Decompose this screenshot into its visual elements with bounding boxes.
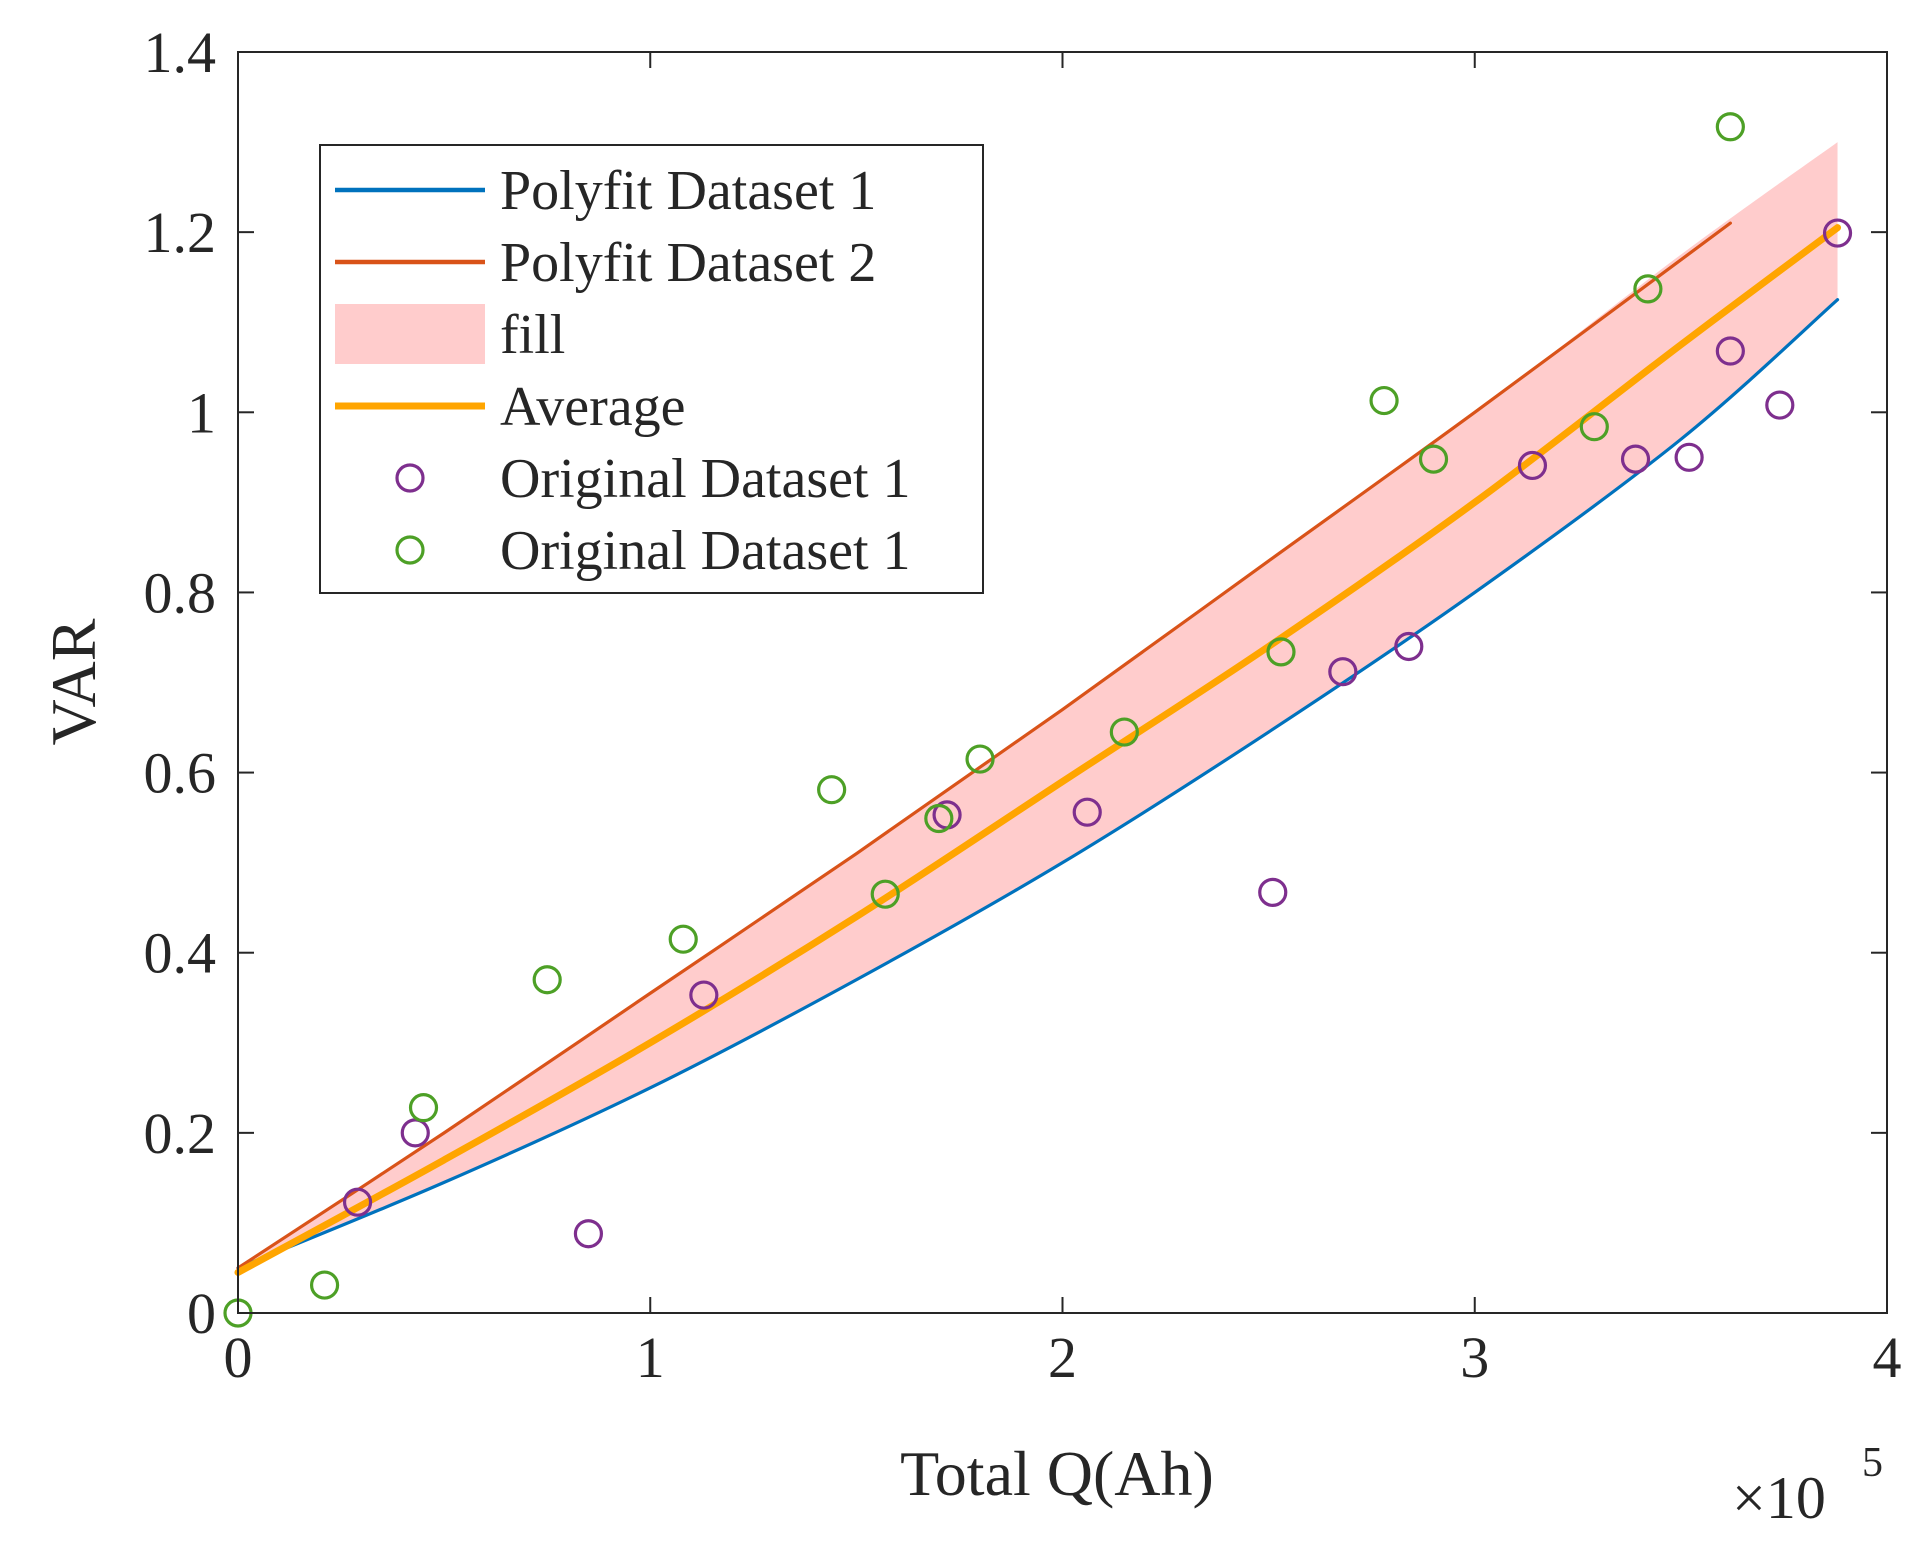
scatter-point [1266,637,1296,667]
scatter-point [1765,390,1795,420]
scatter-point [1579,412,1609,442]
legend-label: Polyfit Dataset 2 [500,232,876,294]
scatter-point [1394,631,1424,662]
legend-item-5: Original Dataset 1 [395,448,911,510]
scatter-point [408,1093,439,1123]
x-multiplier: ×10 5 [1732,1440,1883,1531]
x-multiplier-exponent: 5 [1862,1440,1883,1486]
legend-box [319,144,984,594]
scatter-series-1 [342,218,1853,1249]
scatter-point [573,1219,604,1249]
scatter-point [1517,450,1548,481]
scatter-point [870,879,900,909]
legend-label: Average [500,376,686,438]
scatter-point [342,1187,373,1217]
scatter-point [1715,336,1745,366]
legend-label: Original Dataset 1 [500,448,911,510]
scatter-point [309,1270,340,1300]
series-line-polyfit-dataset-1 [236,298,1840,1270]
scatter-point [1822,218,1853,248]
legend-item-1: Polyfit Dataset 1 [335,160,876,222]
scatter-point [1674,442,1704,472]
axis-ticks: 0 1 2 3 4 0 0.2 0.4 0.6 0.8 1 1.2 1.4 [144,20,1902,1390]
legend-item-3: fill [335,304,565,366]
scatter-point [1369,385,1399,416]
x-tick-label: 4 [1873,1325,1902,1390]
y-tick-label: 1 [187,380,216,445]
x-tick-label: 0 [224,1325,253,1390]
scatter-point [1258,877,1288,907]
scatter-point [817,775,847,805]
scatter-point [1633,274,1663,304]
legend-fill-swatch [335,304,485,364]
y-tick-label: 0.8 [144,560,217,625]
y-tick-label: 1.2 [144,200,217,265]
scatter-point [668,924,698,954]
x-tick-label: 1 [636,1325,665,1390]
scatter-point [532,965,562,995]
scatter-point [1418,444,1449,474]
scatter-point [965,744,995,774]
scatter-point [1328,657,1358,687]
scatter-point [924,803,954,834]
legend-label: Polyfit Dataset 1 [500,160,876,222]
legend-marker-swatch [395,535,425,565]
x-tick-label: 3 [1460,1325,1489,1390]
scatter-point [1109,717,1139,747]
legend-label: fill [500,304,565,366]
plot-area [223,112,1853,1328]
legend-items: Polyfit Dataset 1 Polyfit Dataset 2 fill Av… [335,160,911,582]
scatter-point [1072,797,1102,827]
scatter-point [400,1118,430,1148]
legend-item-2: Polyfit Dataset 2 [335,232,876,294]
y-tick-label: 0.4 [144,921,217,986]
scatter-point [1715,112,1745,142]
scatter-series-2 [223,112,1745,1328]
x-tick-label: 2 [1048,1325,1077,1390]
scatter-point [1620,444,1651,474]
legend-marker-swatch [395,463,425,493]
x-multiplier-base: ×10 [1732,1465,1826,1531]
y-tick-label: 0.6 [144,741,217,806]
series-line-average [234,224,1842,1276]
y-tick-label: 0.2 [144,1101,217,1166]
legend: Polyfit Dataset 1 Polyfit Dataset 2 fill Av… [319,144,984,594]
y-tick-label: 0 [187,1281,216,1346]
scatter-point [689,980,719,1010]
legend-label: Original Dataset 1 [500,520,911,582]
y-tick-label: 1.4 [144,20,217,85]
series-line-polyfit-dataset-2 [236,221,1732,1270]
x-axis-label: Total Q(Ah) [900,1438,1214,1509]
legend-item-4: Average [335,376,686,438]
y-axis-label: VAR [38,618,109,745]
legend-item-6: Original Dataset 1 [395,520,911,582]
